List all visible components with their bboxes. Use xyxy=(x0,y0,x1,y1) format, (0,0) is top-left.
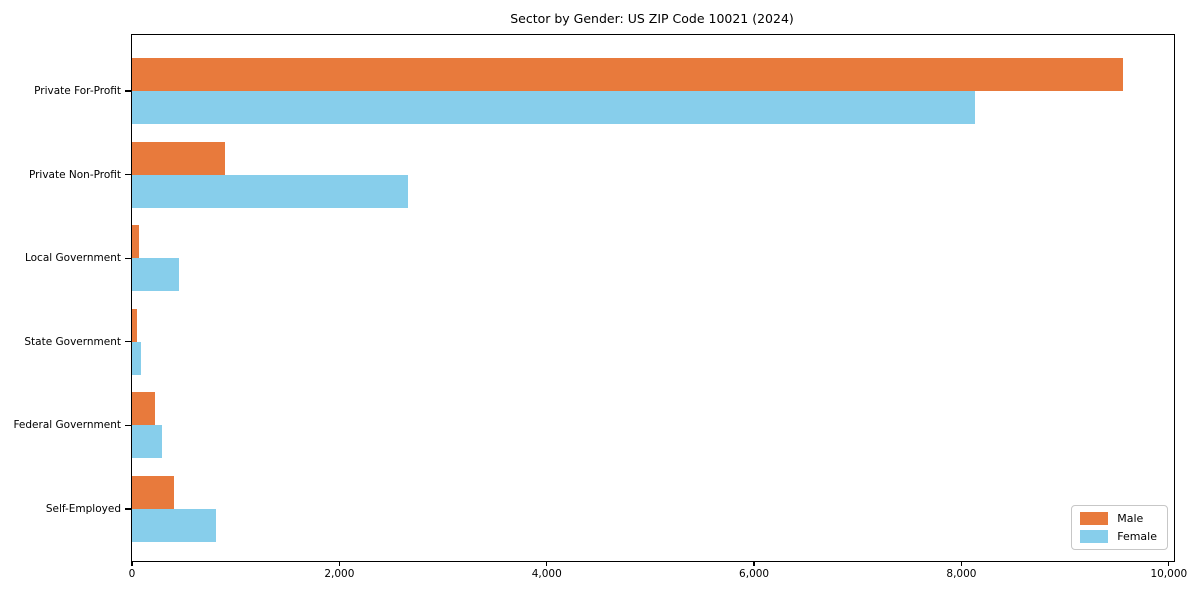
bar-female-2 xyxy=(132,174,408,208)
bar-male-3 xyxy=(132,225,139,259)
bar-male-4 xyxy=(132,308,137,342)
bar-female-4 xyxy=(132,341,141,375)
y-tick-label: State Government xyxy=(24,335,121,348)
bar-male-2 xyxy=(132,141,226,175)
x-tick-label: 2,000 xyxy=(324,568,355,580)
y-tick-mark xyxy=(124,508,131,510)
y-tick-label: Private For-Profit xyxy=(34,85,121,97)
x-tick-label: 4,000 xyxy=(531,568,562,580)
x-tick-label: 8,000 xyxy=(946,568,977,580)
y-tick-mark xyxy=(124,341,131,343)
y-tick-label: Federal Government xyxy=(13,419,121,432)
x-tick-label: 6,000 xyxy=(739,568,770,580)
x-tick-label: 10,000 xyxy=(1150,568,1188,580)
x-tick-label: 0 xyxy=(128,568,136,580)
bar-male-5 xyxy=(132,392,155,426)
plot-area: Male Female Private For-Profit Private No… xyxy=(13,34,1187,580)
chart-title: Sector by Gender: US ZIP Code 10021 (202… xyxy=(510,11,794,26)
legend-item-male: Male xyxy=(1080,512,1157,525)
x-tick-mark xyxy=(960,561,963,566)
y-tick-mark xyxy=(124,424,131,426)
y-tick-mark xyxy=(124,174,131,176)
bar-male-1 xyxy=(132,58,1124,91)
x-tick-mark xyxy=(753,561,755,566)
bar-female-5 xyxy=(132,425,163,459)
y-tick-mark xyxy=(124,90,131,92)
y-tick-label: Local Government xyxy=(24,252,121,265)
bar-female-3 xyxy=(132,258,179,292)
legend-label-female: Female xyxy=(1117,530,1157,543)
x-tick-mark xyxy=(131,561,133,566)
y-tick-label: Self-Employed xyxy=(45,503,121,515)
x-tick-mark xyxy=(546,561,548,566)
legend: Male Female xyxy=(1071,505,1168,550)
legend-swatch-female-icon xyxy=(1080,530,1109,543)
legend-label-male: Male xyxy=(1117,512,1144,525)
bar-female-1 xyxy=(132,91,975,124)
bar-female-6 xyxy=(132,509,216,542)
legend-item-female: Female xyxy=(1080,530,1157,543)
bar-male-6 xyxy=(132,476,174,509)
legend-swatch-male-icon xyxy=(1080,512,1109,525)
y-tick-mark xyxy=(124,257,131,259)
x-tick-mark xyxy=(1168,561,1170,566)
x-tick-mark xyxy=(338,561,340,566)
y-tick-label: Private Non-Profit xyxy=(28,168,121,181)
